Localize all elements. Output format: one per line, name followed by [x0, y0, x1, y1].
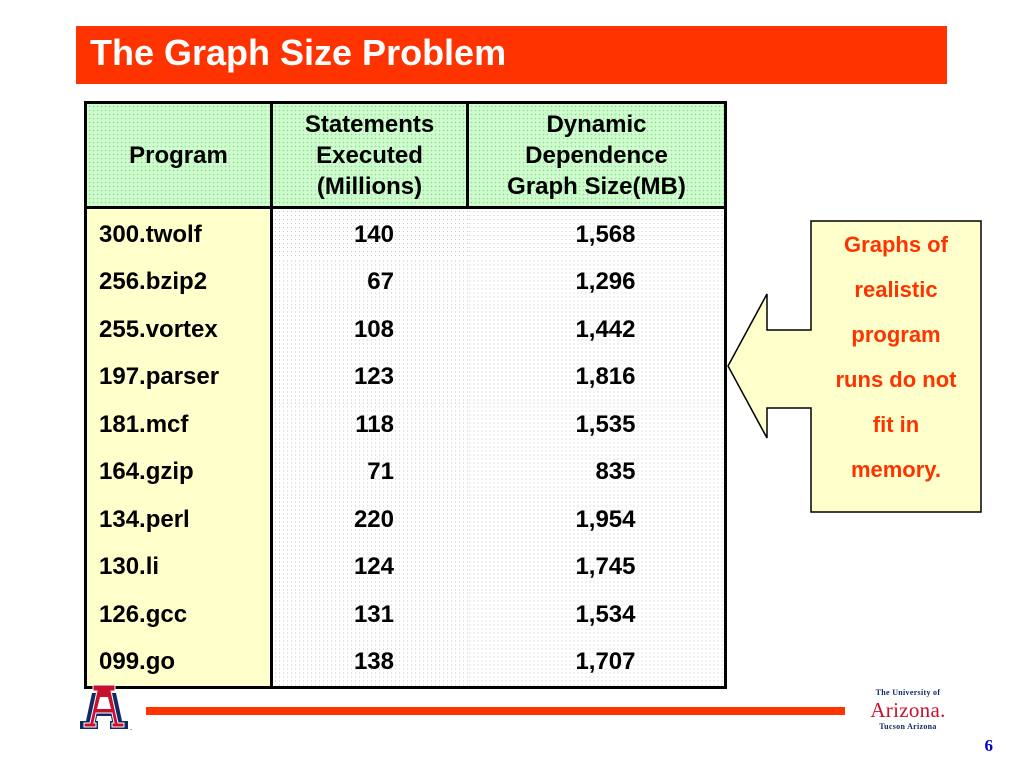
registered-mark: .: [130, 723, 133, 732]
program-cell: 181.mcf: [84, 401, 273, 449]
program-cell: 134.perl: [84, 496, 273, 544]
data-table: Program Statements Executed (Millions) D…: [84, 101, 727, 689]
callout-line: Graphs of: [844, 232, 948, 257]
statements-cell: 67: [271, 258, 468, 306]
graph-size-cell: 1,535: [467, 401, 727, 449]
statements-cell: 108: [271, 306, 468, 354]
program-cell: 099.go: [84, 638, 273, 689]
graph-size-cell: 1,954: [467, 496, 727, 544]
footer-rule: [146, 707, 845, 715]
graph-size-cell: 1,816: [467, 353, 727, 401]
statements-cell: 123: [271, 353, 468, 401]
statements-cell: 118: [271, 401, 468, 449]
table-row: 181.mcf 118 1,535: [84, 401, 727, 449]
table-row: 300.twolf 140 1,568: [84, 207, 727, 259]
statements-cell: 131: [271, 591, 468, 639]
university-bottom-text: Tucson Arizona: [879, 722, 937, 731]
university-top-text: The University of: [875, 688, 941, 697]
header-statements: Statements Executed (Millions): [270, 101, 469, 209]
table-row: 256.bzip2 67 1,296: [84, 258, 727, 306]
callout-text: Graphs of realistic program runs do not …: [812, 222, 980, 492]
table-row: 099.go 138 1,707: [84, 638, 727, 689]
table-row: 164.gzip 71 835: [84, 448, 727, 496]
table-row: 130.li 124 1,745: [84, 543, 727, 591]
program-cell: 256.bzip2: [84, 258, 273, 306]
graph-size-cell: 835: [467, 448, 727, 496]
program-cell: 255.vortex: [84, 306, 273, 354]
program-cell: 164.gzip: [84, 448, 273, 496]
table-row: 134.perl 220 1,954: [84, 496, 727, 544]
graph-size-cell: 1,442: [467, 306, 727, 354]
left-arrow-callout-shape: [727, 220, 982, 513]
table-row: 126.gcc 131 1,534: [84, 591, 727, 639]
university-logo: The University of Arizona. Tucson Arizon…: [853, 688, 963, 736]
statements-cell: 138: [271, 638, 468, 689]
callout-line: runs do not: [835, 367, 957, 392]
slide-title: The Graph Size Problem: [90, 32, 507, 73]
statements-cell: 220: [271, 496, 468, 544]
program-cell: 300.twolf: [84, 207, 273, 259]
program-cell: 130.li: [84, 543, 273, 591]
graph-size-cell: 1,745: [467, 543, 727, 591]
statements-cell: 140: [271, 207, 468, 259]
callout-line: program: [851, 322, 941, 347]
callout-box: Graphs of realistic program runs do not …: [727, 220, 983, 514]
program-cell: 197.parser: [84, 353, 273, 401]
header-graph-size: Dynamic Dependence Graph Size(MB): [466, 101, 727, 209]
callout-line: fit in: [872, 412, 920, 437]
statements-cell: 124: [271, 543, 468, 591]
graph-size-cell: 1,534: [467, 591, 727, 639]
title-bar: The Graph Size Problem: [76, 26, 947, 84]
graph-size-cell: 1,296: [467, 258, 727, 306]
table-header-row: Program Statements Executed (Millions) D…: [84, 101, 727, 209]
callout-line: realistic: [854, 277, 938, 302]
table-row: 255.vortex 108 1,442: [84, 306, 727, 354]
block-a-logo-icon: .: [76, 683, 138, 737]
table-row: 197.parser 123 1,816: [84, 353, 727, 401]
graph-size-cell: 1,568: [467, 207, 727, 259]
callout-line: memory.: [850, 457, 942, 482]
university-main-text: Arizona.: [870, 698, 946, 722]
graph-size-cell: 1,707: [467, 638, 727, 689]
page-number: 6: [984, 736, 994, 755]
header-program: Program: [84, 101, 273, 209]
program-cell: 126.gcc: [84, 591, 273, 639]
statements-cell: 71: [271, 448, 468, 496]
